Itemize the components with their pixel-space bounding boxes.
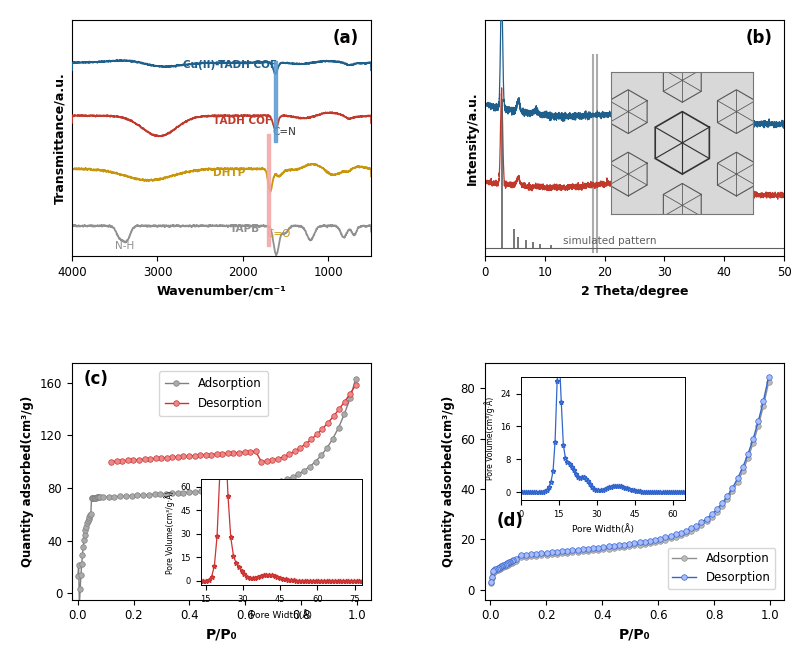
Desorption — [129, 456, 138, 464]
Desorption — [156, 454, 166, 462]
Desorption — [195, 451, 205, 459]
Desorption — [178, 453, 188, 461]
Adsorption — [351, 375, 361, 383]
Adsorption — [310, 457, 320, 465]
Adsorption — [78, 543, 88, 551]
Adsorption — [764, 378, 774, 386]
Desorption — [486, 578, 495, 586]
Desorption — [201, 451, 210, 459]
Line: Adsorption: Adsorption — [488, 380, 771, 586]
Adsorption — [74, 601, 84, 609]
Adsorption — [486, 579, 495, 587]
Desorption — [306, 436, 316, 444]
Desorption — [134, 455, 144, 463]
Desorption — [329, 413, 338, 420]
Adsorption — [254, 482, 263, 490]
Adsorption — [604, 544, 614, 552]
Y-axis label: Quantity adsorbed(cm³/g): Quantity adsorbed(cm³/g) — [22, 395, 34, 567]
X-axis label: P/P₀: P/P₀ — [206, 628, 238, 642]
Adsorption — [712, 508, 722, 516]
Desorption — [334, 405, 344, 413]
Desorption — [655, 534, 665, 542]
Desorption — [267, 456, 277, 464]
Desorption — [112, 457, 122, 465]
Desorption — [284, 450, 294, 458]
Desorption — [229, 449, 238, 457]
Adsorption — [282, 475, 291, 483]
Desorption — [257, 457, 266, 465]
Adsorption — [507, 559, 517, 567]
Desorption — [251, 447, 261, 455]
X-axis label: P/P₀: P/P₀ — [618, 628, 650, 642]
Desorption — [184, 452, 194, 460]
Text: Cu(II)-TADH COF: Cu(II)-TADH COF — [652, 118, 746, 128]
X-axis label: Wavenumber/cm⁻¹: Wavenumber/cm⁻¹ — [157, 285, 286, 298]
Text: (b): (b) — [745, 29, 772, 47]
Desorption — [323, 419, 333, 427]
Desorption — [498, 561, 508, 569]
Desorption — [290, 447, 299, 455]
Desorption — [262, 457, 272, 465]
Desorption — [118, 457, 127, 465]
Desorption — [151, 455, 161, 463]
Desorption — [173, 453, 182, 461]
Y-axis label: Quantity adsorbed(cm³/g): Quantity adsorbed(cm³/g) — [442, 395, 454, 567]
Text: TAPB: TAPB — [230, 224, 260, 234]
Adsorption — [707, 513, 717, 521]
Legend: Adsorption, Desorption: Adsorption, Desorption — [158, 371, 269, 416]
Desorption — [764, 373, 774, 381]
Line: Adsorption: Adsorption — [75, 376, 358, 608]
Legend: Adsorption, Desorption: Adsorption, Desorption — [668, 548, 775, 589]
Text: TADH COF: TADH COF — [688, 195, 747, 206]
Desorption — [218, 449, 227, 457]
Text: DHTP: DHTP — [213, 167, 246, 178]
Adsorption — [516, 553, 526, 561]
Text: TADH COF: TADH COF — [213, 116, 272, 126]
Text: (d): (d) — [497, 512, 524, 530]
Adsorption — [265, 480, 274, 488]
Desorption — [301, 440, 310, 448]
Line: Desorption: Desorption — [108, 382, 358, 465]
Y-axis label: Transmittance/a.u.: Transmittance/a.u. — [54, 72, 66, 204]
Desorption — [498, 561, 507, 569]
Text: N-H: N-H — [115, 241, 134, 251]
Desorption — [140, 455, 150, 463]
Text: Cu(II)-TADH COF: Cu(II)-TADH COF — [183, 60, 277, 70]
Desorption — [234, 449, 244, 457]
Desorption — [671, 530, 681, 538]
Desorption — [167, 453, 177, 461]
Desorption — [212, 450, 222, 458]
X-axis label: 2 Theta/degree: 2 Theta/degree — [581, 285, 688, 298]
Desorption — [351, 381, 361, 389]
Desorption — [346, 389, 355, 397]
Adsorption — [270, 478, 280, 486]
Desorption — [146, 455, 155, 463]
Desorption — [190, 451, 199, 459]
Desorption — [682, 527, 691, 534]
Desorption — [206, 451, 216, 459]
Text: C=O: C=O — [266, 229, 290, 239]
Desorption — [278, 453, 288, 461]
Desorption — [340, 397, 350, 405]
Y-axis label: Intensity/a.u.: Intensity/a.u. — [466, 92, 479, 185]
Desorption — [295, 444, 305, 452]
Line: Desorption: Desorption — [488, 374, 771, 585]
Text: (a): (a) — [333, 29, 359, 47]
Desorption — [223, 449, 233, 457]
Text: C=N: C=N — [273, 127, 297, 137]
Desorption — [312, 430, 322, 438]
Desorption — [273, 455, 282, 463]
Desorption — [318, 425, 327, 433]
Desorption — [106, 457, 116, 465]
Adsorption — [73, 572, 82, 580]
Text: (c): (c) — [84, 370, 109, 388]
Text: simulated pattern: simulated pattern — [562, 236, 656, 246]
Adsorption — [505, 560, 514, 568]
Desorption — [567, 546, 577, 554]
Desorption — [162, 453, 171, 461]
Desorption — [123, 457, 133, 465]
Desorption — [240, 448, 250, 456]
Desorption — [246, 448, 255, 456]
